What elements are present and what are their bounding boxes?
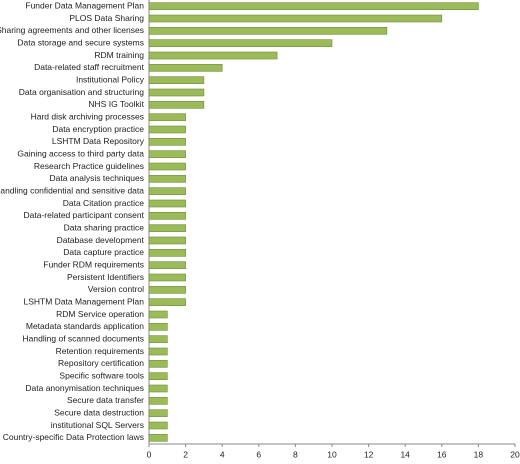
bar xyxy=(148,199,186,208)
y-tick-label: LSHTM Data Repository xyxy=(52,136,145,146)
bar xyxy=(148,397,168,405)
y-tick-label: Retention requirements xyxy=(56,346,144,356)
y-tick-label: Repository certification xyxy=(58,358,144,368)
y-tick-label: Hard disk archiving processes xyxy=(31,111,144,121)
bar xyxy=(148,187,186,195)
y-tick-label: Metadata standards application xyxy=(26,321,144,331)
y-tick-label: Data capture practice xyxy=(63,247,144,257)
y-tick-label: Handling of scanned documents xyxy=(23,333,144,343)
bar xyxy=(148,360,168,368)
bar xyxy=(148,384,168,393)
y-tick-label: institutional SQL Servers xyxy=(51,420,144,430)
x-tick-label: 6 xyxy=(256,449,261,459)
bar xyxy=(148,224,186,232)
y-tick-label: Data anonymisation techniques xyxy=(25,383,144,393)
x-tick-label: 10 xyxy=(327,449,337,459)
y-tick-label: Secure data transfer xyxy=(67,395,144,405)
bar xyxy=(148,421,168,430)
y-tick-label: Data-related participant consent xyxy=(24,210,145,220)
y-tick-label: Funder Data Management Plan xyxy=(25,0,144,10)
x-tick-label: 8 xyxy=(293,449,298,459)
bar xyxy=(148,125,186,134)
x-tick-label: 14 xyxy=(400,449,410,459)
x-tick-label: 20 xyxy=(510,449,520,459)
y-tick-label: Research Practice guidelines xyxy=(34,161,144,171)
bar xyxy=(148,335,168,343)
bar xyxy=(148,2,479,10)
bar xyxy=(148,310,168,319)
y-tick-label: Data analysis techniques xyxy=(49,173,144,183)
y-tick-label: Handling confidential and sensitive data xyxy=(0,185,144,195)
bar xyxy=(148,236,186,245)
bar xyxy=(148,14,443,23)
x-tick-label: 16 xyxy=(437,449,447,459)
y-tick-label: Data Citation practice xyxy=(63,198,145,208)
bar xyxy=(148,138,186,146)
bar xyxy=(148,113,186,121)
y-tick-label: RDM Service operation xyxy=(56,309,144,319)
bar xyxy=(148,347,168,356)
bar xyxy=(148,27,388,35)
y-tick-label: LSHTM Data Management Plan xyxy=(24,296,145,306)
bar xyxy=(148,261,186,269)
bar xyxy=(148,249,186,257)
y-tick-label: Data organisation and structuring xyxy=(19,87,144,97)
bar xyxy=(148,162,186,171)
y-tick-label: RDM training xyxy=(94,50,144,60)
y-tick-label: Institutional Policy xyxy=(76,74,145,84)
y-tick-label: Funder RDM requirements xyxy=(43,259,144,269)
bar xyxy=(148,39,333,47)
bar xyxy=(148,298,186,306)
y-tick-label: Data-related staff recruitment xyxy=(34,62,145,72)
bar xyxy=(148,273,186,282)
bar xyxy=(148,175,186,183)
bar xyxy=(148,51,278,60)
y-tick-label: Gaining access to third party data xyxy=(17,148,144,158)
y-tick-label: Version control xyxy=(88,284,144,294)
bar xyxy=(148,409,168,417)
bar xyxy=(148,434,168,442)
x-tick-label: 4 xyxy=(220,449,225,459)
y-tick-label: Data storage and secure systems xyxy=(17,37,144,47)
y-tick-label: Persistent Identifiers xyxy=(67,272,144,282)
y-tick-label: PLOS Data Sharing xyxy=(69,13,144,23)
y-tick-label: Specific software tools xyxy=(59,370,144,380)
bar xyxy=(148,88,205,97)
bar xyxy=(148,64,223,72)
bar xyxy=(148,323,168,331)
bar xyxy=(148,101,205,109)
bar xyxy=(148,150,186,158)
bar xyxy=(148,76,205,84)
y-tick-label: Data Sharing agreements and other licens… xyxy=(0,25,144,35)
x-tick-label: 12 xyxy=(364,449,374,459)
bar xyxy=(148,286,186,294)
y-tick-label: Secure data destruction xyxy=(54,407,144,417)
bar xyxy=(148,372,168,380)
y-tick-label: NHS IG Toolkit xyxy=(88,99,144,109)
bar xyxy=(148,212,186,220)
x-tick-label: 0 xyxy=(147,449,152,459)
x-tick-label: 18 xyxy=(474,449,484,459)
x-tick-label: 2 xyxy=(183,449,188,459)
y-tick-label: Database development xyxy=(57,235,145,245)
y-tick-label: Data sharing practice xyxy=(64,222,145,232)
y-tick-label: Country-specific Data Protection laws xyxy=(3,432,144,442)
y-tick-label: Data encryption practice xyxy=(52,124,144,134)
